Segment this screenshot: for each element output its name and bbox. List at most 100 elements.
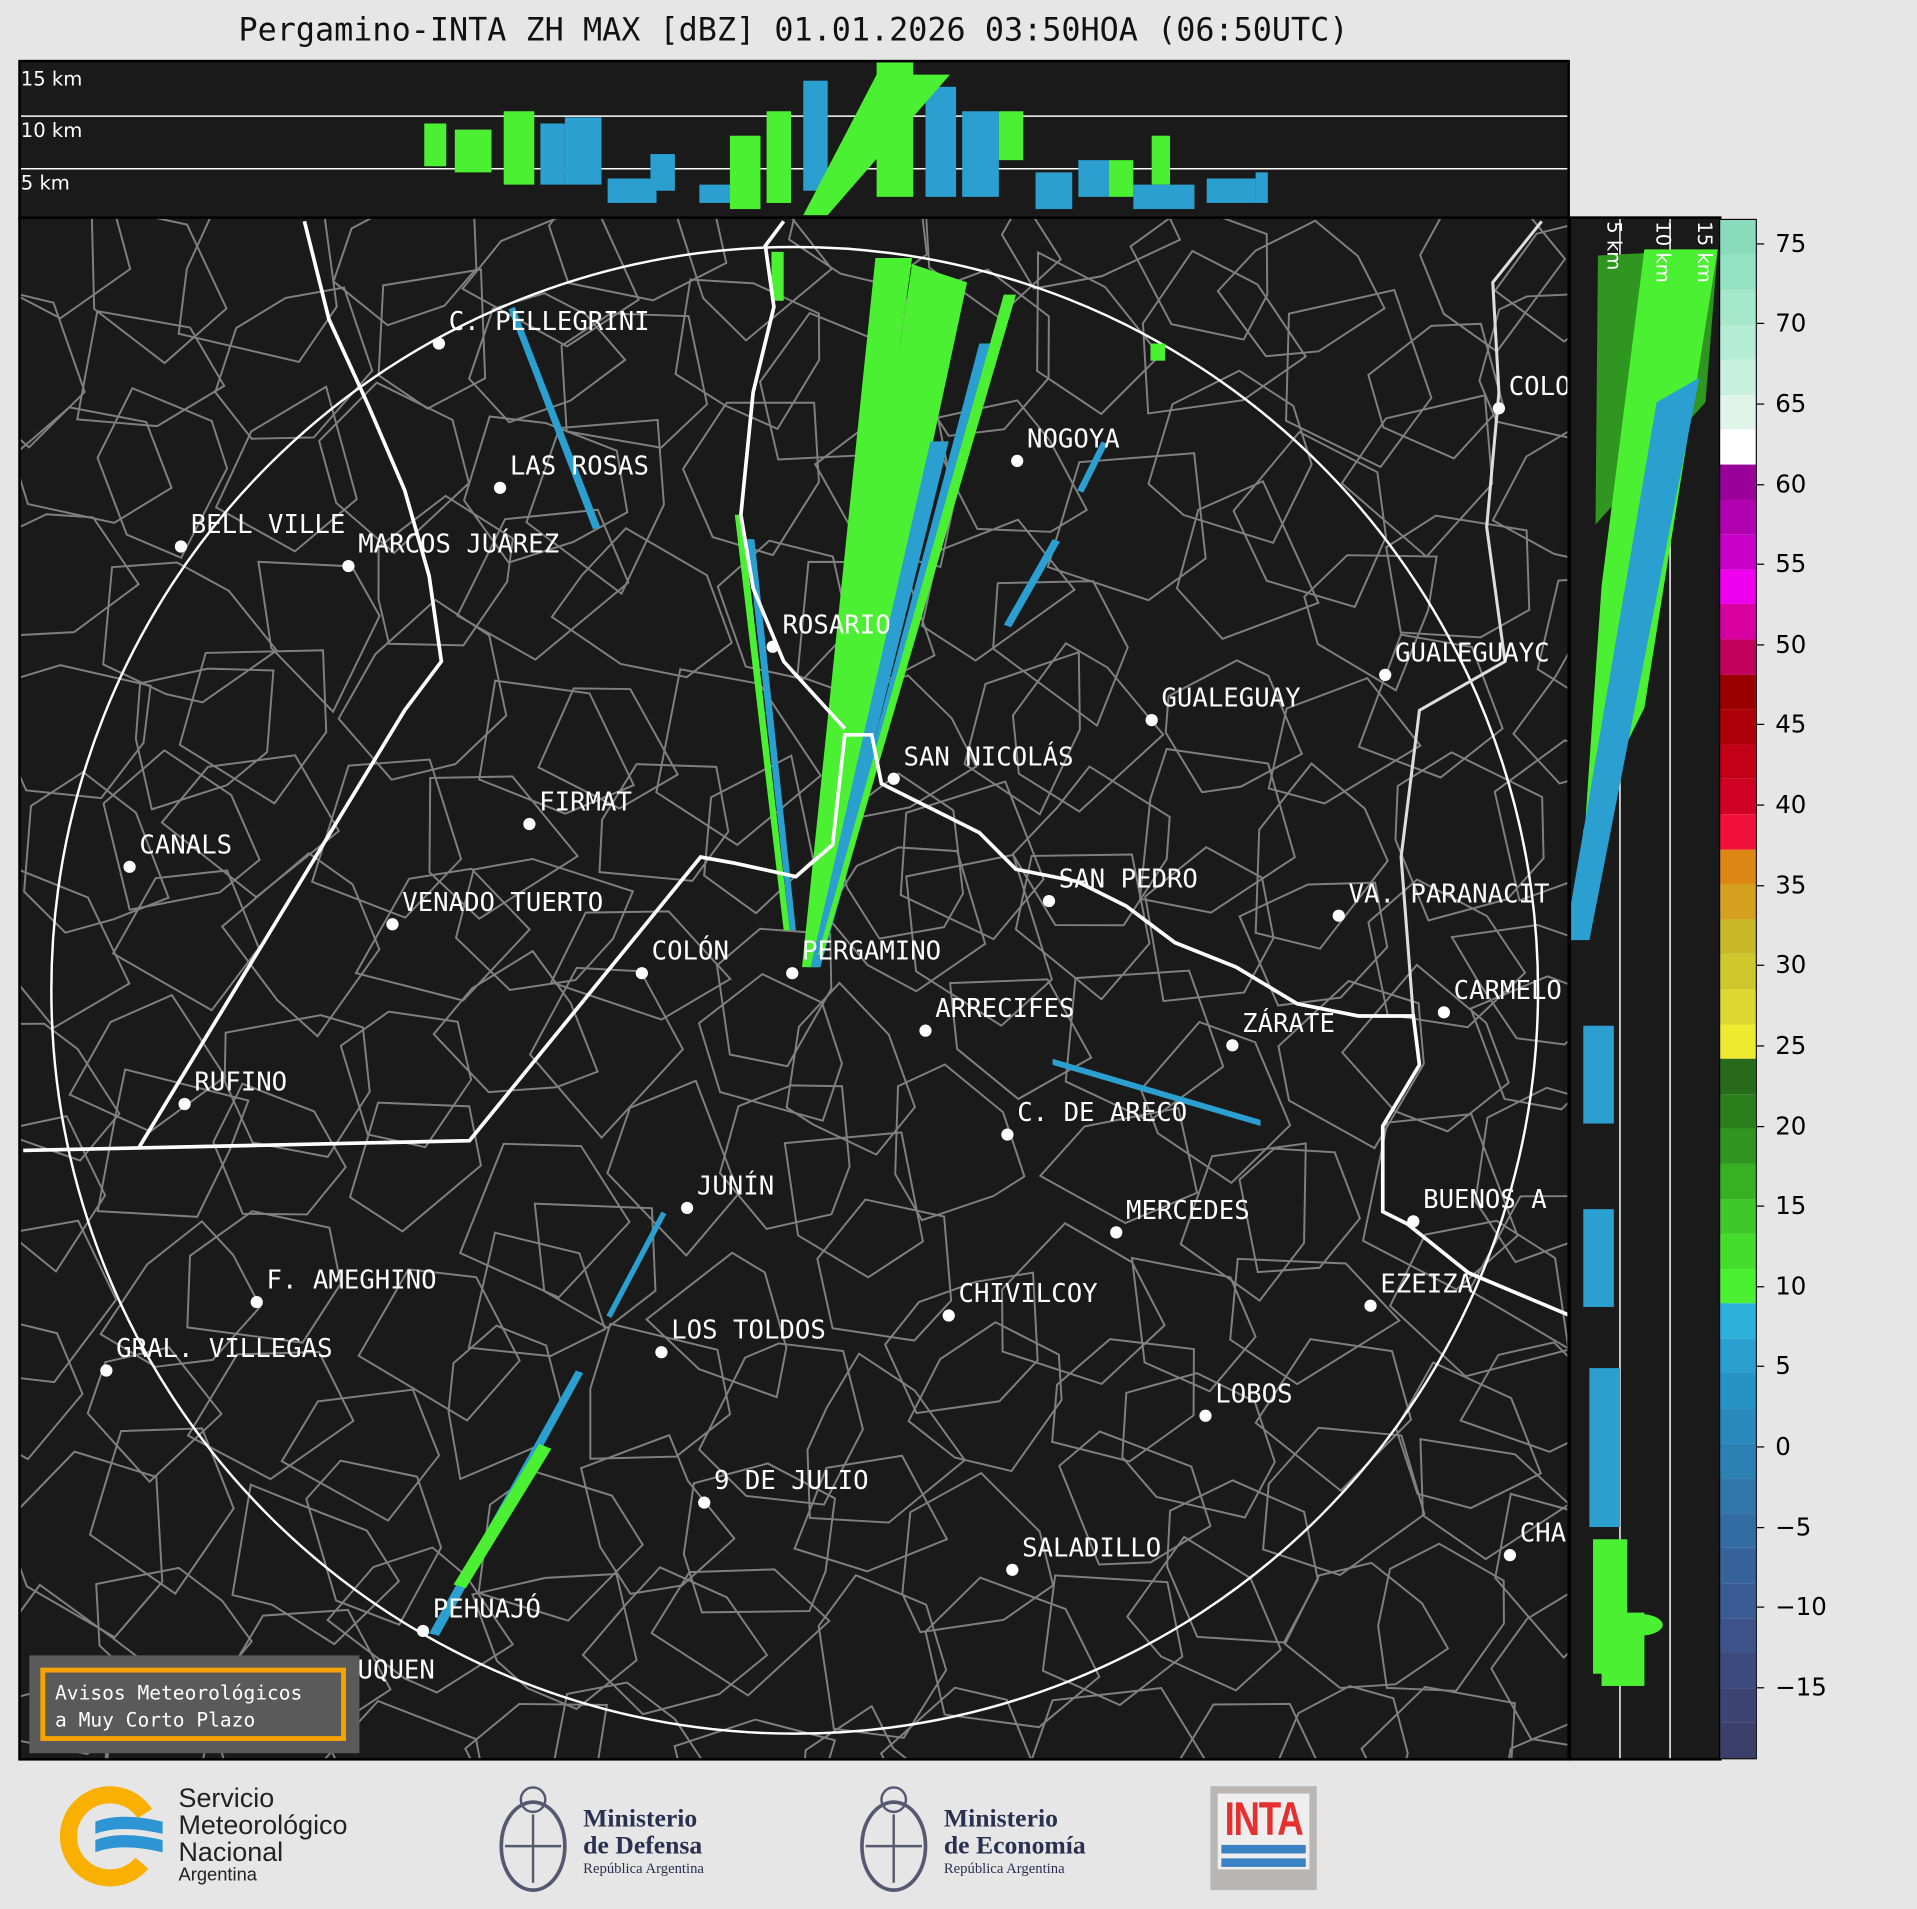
department-boundary	[1367, 878, 1527, 1029]
avisos-link[interactable]: Avisos Meteorológicos a Muy Corto Plazo	[40, 1667, 346, 1741]
department-boundary	[698, 1342, 864, 1506]
department-boundary	[1267, 676, 1422, 805]
department-boundary	[963, 650, 1081, 816]
colorbar-tick-label: −15	[1775, 1672, 1827, 1702]
department-boundary	[1357, 633, 1504, 779]
colorbar-band	[1720, 1548, 1756, 1584]
department-boundary	[214, 286, 374, 440]
department-boundary	[1179, 1142, 1307, 1303]
colorbar-band	[1720, 954, 1756, 990]
department-boundary	[332, 218, 478, 327]
city-label: SAN NICOLÁS	[903, 742, 1074, 772]
department-boundary	[186, 1351, 355, 1481]
department-boundary	[1469, 975, 1568, 1111]
colorbar-band	[1720, 1688, 1756, 1724]
colorbar-band	[1720, 744, 1756, 780]
department-boundary	[674, 278, 821, 431]
city-marker	[919, 1024, 932, 1037]
department-boundary	[20, 513, 140, 636]
colorbar-band	[1720, 1338, 1756, 1374]
department-boundary	[1388, 1219, 1568, 1378]
department-boundary	[212, 1082, 347, 1216]
height-echo	[540, 123, 565, 185]
department-boundary	[1138, 747, 1296, 914]
department-boundary	[1450, 923, 1568, 1046]
colorbar-band	[1720, 569, 1756, 605]
department-boundary	[467, 292, 627, 424]
department-boundary	[310, 758, 463, 919]
department-boundary	[357, 1268, 521, 1422]
side-height-label-15km: 15 km	[1693, 221, 1717, 283]
department-boundary	[1216, 219, 1386, 358]
department-boundary	[1129, 218, 1269, 341]
side-height-label-5km: 5 km	[1602, 221, 1627, 271]
city-label: C. DE ARECO	[1017, 1097, 1188, 1128]
department-boundary	[1277, 979, 1425, 1150]
department-boundary	[177, 218, 338, 364]
department-boundary	[339, 1010, 473, 1149]
radar-map[interactable]: C. PELLEGRINI LAS ROSAS BELL VILLE MARCOS J…	[18, 216, 1570, 1761]
city-marker	[250, 1295, 263, 1309]
inta-wordmark: INTA	[1224, 1793, 1304, 1847]
department-boundary	[905, 853, 1053, 1027]
department-boundary	[1394, 1361, 1543, 1510]
city-marker	[1332, 909, 1345, 922]
city-label: PERGAMINO	[802, 936, 942, 966]
department-boundary	[23, 770, 170, 934]
figure-title: Pergamino-INTA ZH MAX [dBZ] 01.01.2026 0…	[238, 12, 1349, 49]
department-boundary	[655, 668, 822, 847]
colorbar-band	[1720, 1163, 1756, 1199]
coat-of-arms-icon	[499, 1786, 567, 1892]
department-boundary	[111, 869, 260, 1012]
colorbar-tick	[1756, 483, 1765, 485]
department-boundary	[467, 1231, 607, 1358]
city-label: CARMELO	[1453, 975, 1562, 1005]
department-boundary	[96, 1068, 250, 1218]
avisos-box[interactable]: Avisos Meteorológicos a Muy Corto Plazo	[29, 1655, 360, 1754]
department-boundary	[214, 385, 358, 553]
department-boundary	[804, 1704, 908, 1759]
department-boundary	[1229, 1257, 1401, 1386]
department-boundary	[178, 649, 328, 805]
colorbar-tick-label: 55	[1775, 549, 1807, 579]
colorbar-band	[1720, 1058, 1756, 1094]
department-boundary	[879, 1686, 1032, 1759]
radar-range-ring	[50, 245, 1540, 1735]
colorbar-tick	[1756, 563, 1765, 566]
department-boundary	[549, 910, 732, 1021]
department-boundary	[1141, 249, 1308, 415]
colorbar-tick-label: 65	[1775, 388, 1807, 419]
city-marker	[1042, 894, 1056, 908]
city-marker	[942, 1309, 955, 1322]
department-boundary	[231, 1483, 401, 1646]
city-marker	[635, 967, 648, 980]
department-boundary	[1478, 293, 1568, 439]
department-boundary	[681, 401, 820, 557]
department-boundary	[134, 667, 275, 811]
department-boundary	[20, 1583, 166, 1755]
colorbar-band	[1720, 779, 1756, 815]
department-boundary	[88, 1427, 235, 1595]
economia-logo: Ministerio de Economía República Argenti…	[856, 1775, 1125, 1897]
department-boundary	[715, 927, 833, 1068]
department-boundary	[280, 1388, 441, 1522]
side-height-label-10km: 10 km	[1651, 221, 1675, 283]
city-label: LOS TOLDOS	[671, 1315, 826, 1345]
city-label: SALADILLO	[1022, 1533, 1162, 1563]
colorbar-band	[1720, 1723, 1756, 1759]
colorbar-band	[1720, 884, 1756, 920]
department-boundary	[354, 867, 531, 1002]
city-marker	[432, 337, 446, 350]
defensa-line1: Ministerio	[583, 1803, 698, 1833]
department-boundary	[901, 1471, 1055, 1634]
colorbar-band	[1720, 639, 1756, 675]
height-echo	[729, 135, 761, 210]
colorbar-tick-label: −10	[1775, 1592, 1827, 1622]
city-label: COLO	[1508, 371, 1570, 402]
department-boundary	[458, 1142, 631, 1299]
colorbar-tick	[1756, 1446, 1765, 1448]
colorbar-band	[1720, 324, 1756, 360]
height-echo	[925, 86, 957, 197]
height-label-10km: 10 km	[20, 118, 83, 142]
city-label: GUALEGUAY	[1161, 683, 1301, 713]
